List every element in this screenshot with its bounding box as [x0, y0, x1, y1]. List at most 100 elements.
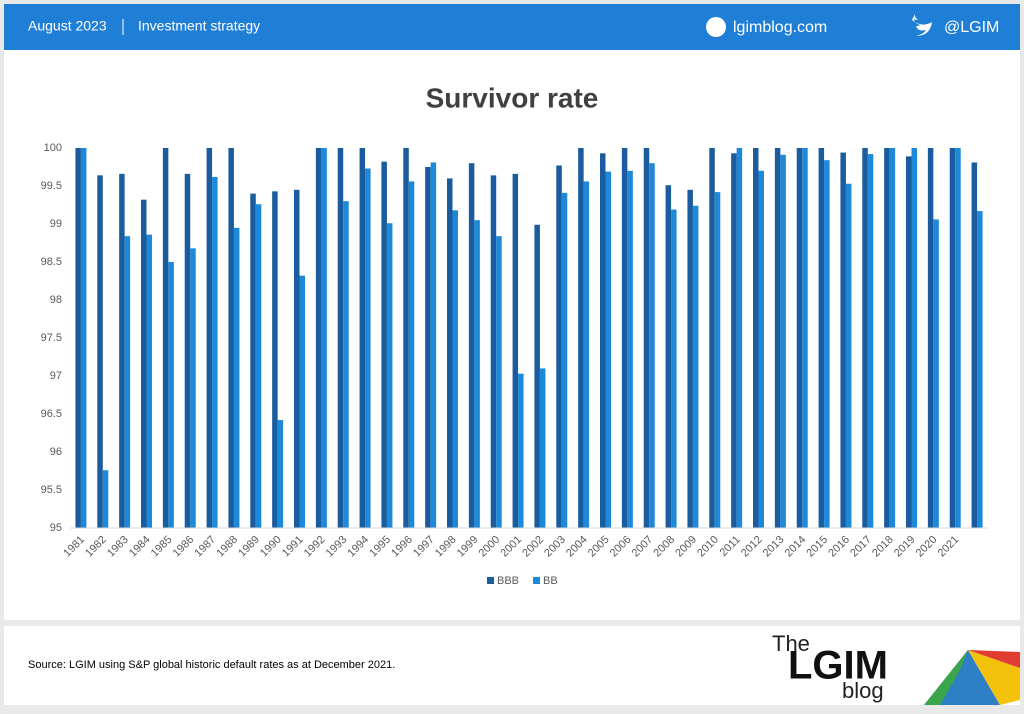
bar — [845, 183, 852, 528]
bar — [862, 148, 868, 528]
bar — [80, 148, 87, 528]
bar — [665, 185, 672, 529]
bar — [233, 227, 240, 529]
y-tick-label: 100 — [44, 142, 62, 154]
header-site[interactable]: lgimblog.com — [733, 19, 827, 36]
footer-card — [4, 626, 1020, 705]
bar — [758, 170, 764, 529]
y-tick-label: 99 — [50, 218, 62, 230]
bar — [687, 189, 693, 529]
umbrella-wedge — [968, 650, 1020, 705]
bar — [906, 156, 912, 529]
y-tick-label: 98 — [50, 294, 62, 306]
bar — [605, 171, 611, 528]
bar — [884, 148, 890, 528]
bar — [490, 175, 497, 529]
header-date: August 2023 — [28, 18, 107, 34]
y-tick-label: 98.5 — [41, 256, 62, 268]
bar — [692, 205, 699, 528]
bar — [430, 162, 437, 528]
bar — [714, 192, 721, 528]
bar — [294, 189, 300, 529]
bar — [818, 148, 825, 528]
bar — [955, 148, 961, 528]
twitter-icon — [912, 12, 932, 36]
bar — [840, 152, 846, 528]
bar — [272, 191, 278, 528]
bar — [889, 148, 896, 528]
bar — [321, 148, 327, 528]
bar — [933, 219, 939, 528]
bar — [228, 148, 234, 528]
bar — [561, 192, 568, 528]
y-tick-label: 95.5 — [41, 484, 62, 496]
y-tick-label: 96 — [50, 446, 62, 458]
bar — [381, 161, 387, 528]
bar — [949, 148, 956, 528]
header-bar — [4, 4, 1020, 50]
legend-swatch — [487, 577, 494, 584]
bar — [119, 173, 125, 528]
bar — [425, 167, 431, 528]
bar — [141, 199, 147, 528]
bar — [365, 168, 371, 528]
bar — [578, 148, 584, 528]
bar — [255, 204, 262, 529]
bar — [753, 148, 759, 528]
logo-lgim: LGIM — [788, 644, 888, 688]
bar — [731, 153, 737, 528]
umbrella-logo — [924, 650, 1020, 705]
bar — [927, 148, 934, 528]
legend-label: BBB — [497, 575, 519, 587]
bar — [102, 470, 109, 528]
source-note: Source: LGIM using S&P global historic d… — [28, 659, 395, 671]
bar — [474, 220, 480, 528]
y-tick-label: 96.5 — [41, 408, 62, 420]
bar — [518, 373, 524, 528]
bar — [736, 148, 743, 528]
bar — [212, 176, 218, 528]
bar — [75, 148, 81, 528]
bar — [184, 173, 191, 528]
bar — [627, 170, 633, 529]
bar — [408, 181, 415, 528]
bar — [649, 163, 655, 528]
bar — [468, 163, 475, 528]
bar — [299, 275, 305, 528]
bar — [277, 420, 284, 528]
bar — [343, 201, 349, 528]
bar — [774, 148, 781, 528]
bar — [824, 160, 830, 528]
bar — [802, 148, 808, 528]
legend-label: BB — [543, 575, 558, 587]
bar — [643, 148, 650, 528]
bar — [583, 181, 590, 528]
bar — [556, 165, 562, 529]
bar — [534, 224, 540, 528]
bar — [315, 148, 322, 528]
bar — [496, 236, 502, 528]
bar — [600, 153, 606, 528]
bar — [124, 236, 131, 528]
bar — [671, 209, 677, 528]
y-tick-label: 95 — [50, 522, 62, 534]
bar — [796, 148, 803, 528]
bar — [452, 210, 458, 528]
bar — [780, 154, 786, 528]
bar — [250, 193, 256, 528]
bar — [162, 148, 169, 528]
umbrella-wedge — [924, 650, 968, 705]
web-icon — [706, 17, 726, 37]
bar — [386, 223, 393, 529]
header-handle[interactable]: @LGIM — [944, 19, 999, 36]
bar — [867, 154, 874, 528]
header-section: Investment strategy — [138, 18, 260, 34]
bar — [512, 173, 519, 528]
bar — [168, 262, 174, 528]
y-tick-label: 97.5 — [41, 332, 62, 344]
bar — [403, 148, 409, 528]
bar — [206, 148, 213, 528]
bar — [621, 148, 628, 528]
